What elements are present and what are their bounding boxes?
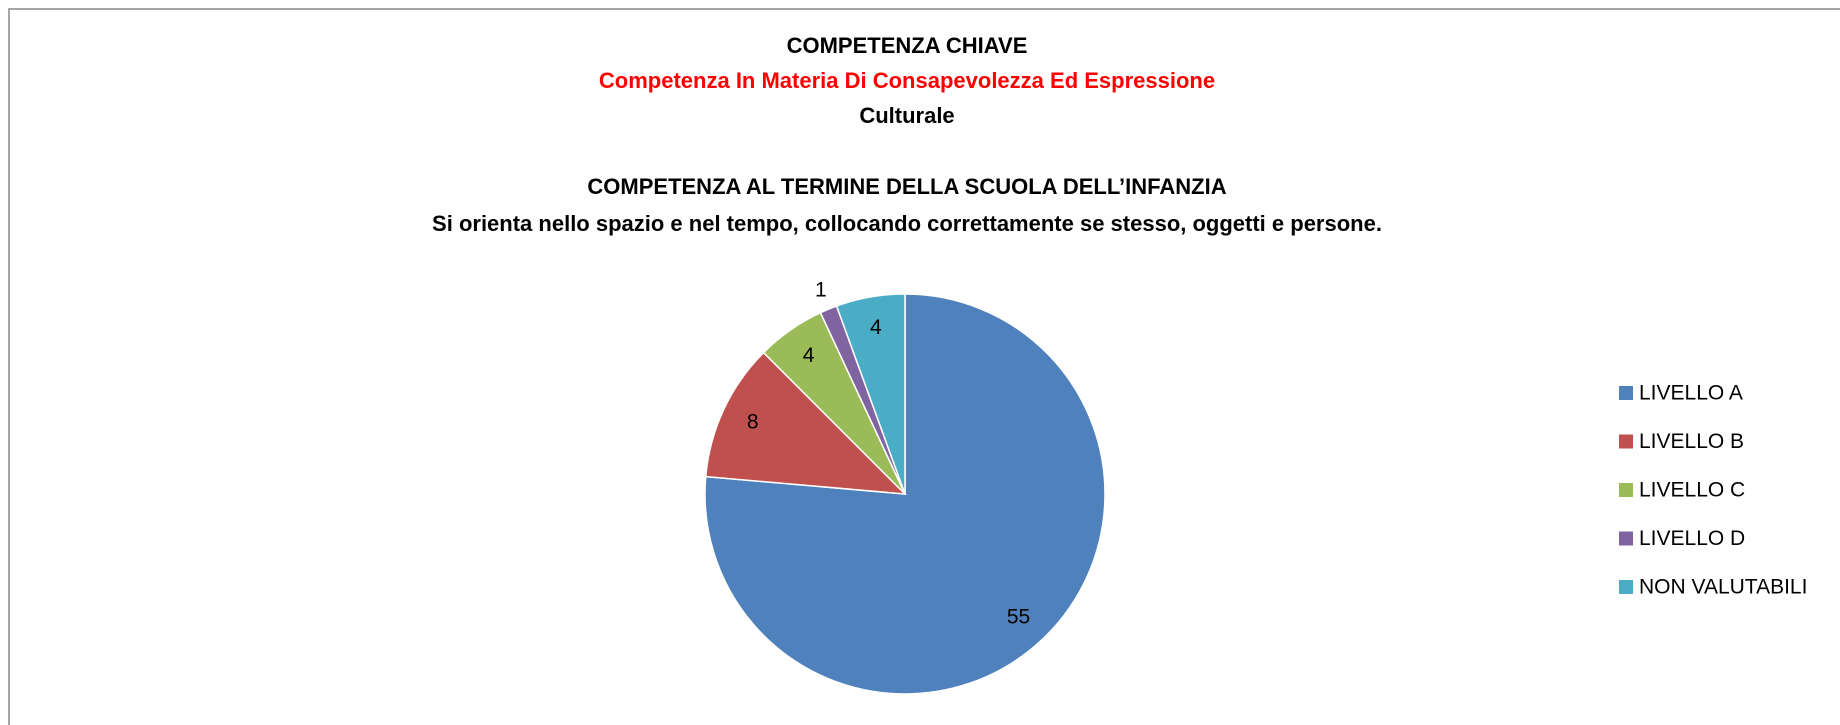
chart-title: COMPETENZA AL TERMINE DELLA SCUOLA DELL’… [587,174,1226,199]
legend-label: LIVELLO A [1639,382,1743,405]
data-label: 55 [1007,605,1030,628]
legend-swatch [1619,483,1633,497]
chart-title: Competenza In Materia Di Consapevolezza … [599,68,1215,93]
chart-title: COMPETENZA CHIAVE [787,33,1028,58]
legend-swatch [1619,434,1633,449]
chart-frame [8,8,1840,725]
pie-slice [835,293,906,495]
legend-swatch [1619,531,1633,546]
legend-label: LIVELLO B [1639,430,1744,453]
legend-label: LIVELLO D [1639,527,1745,550]
legend-swatch [1619,580,1633,594]
data-label: 4 [803,344,815,367]
data-label: 8 [747,411,759,434]
data-label: 1 [815,278,827,301]
legend-swatch [1619,386,1633,400]
legend-label: LIVELLO C [1639,479,1745,502]
chart-title: Si orienta nello spazio e nel tempo, col… [432,211,1382,236]
data-label: 4 [870,316,882,339]
legend-label: NON VALUTABILI [1639,576,1807,599]
chart-title: Culturale [859,103,954,128]
pie-slice [704,351,907,495]
